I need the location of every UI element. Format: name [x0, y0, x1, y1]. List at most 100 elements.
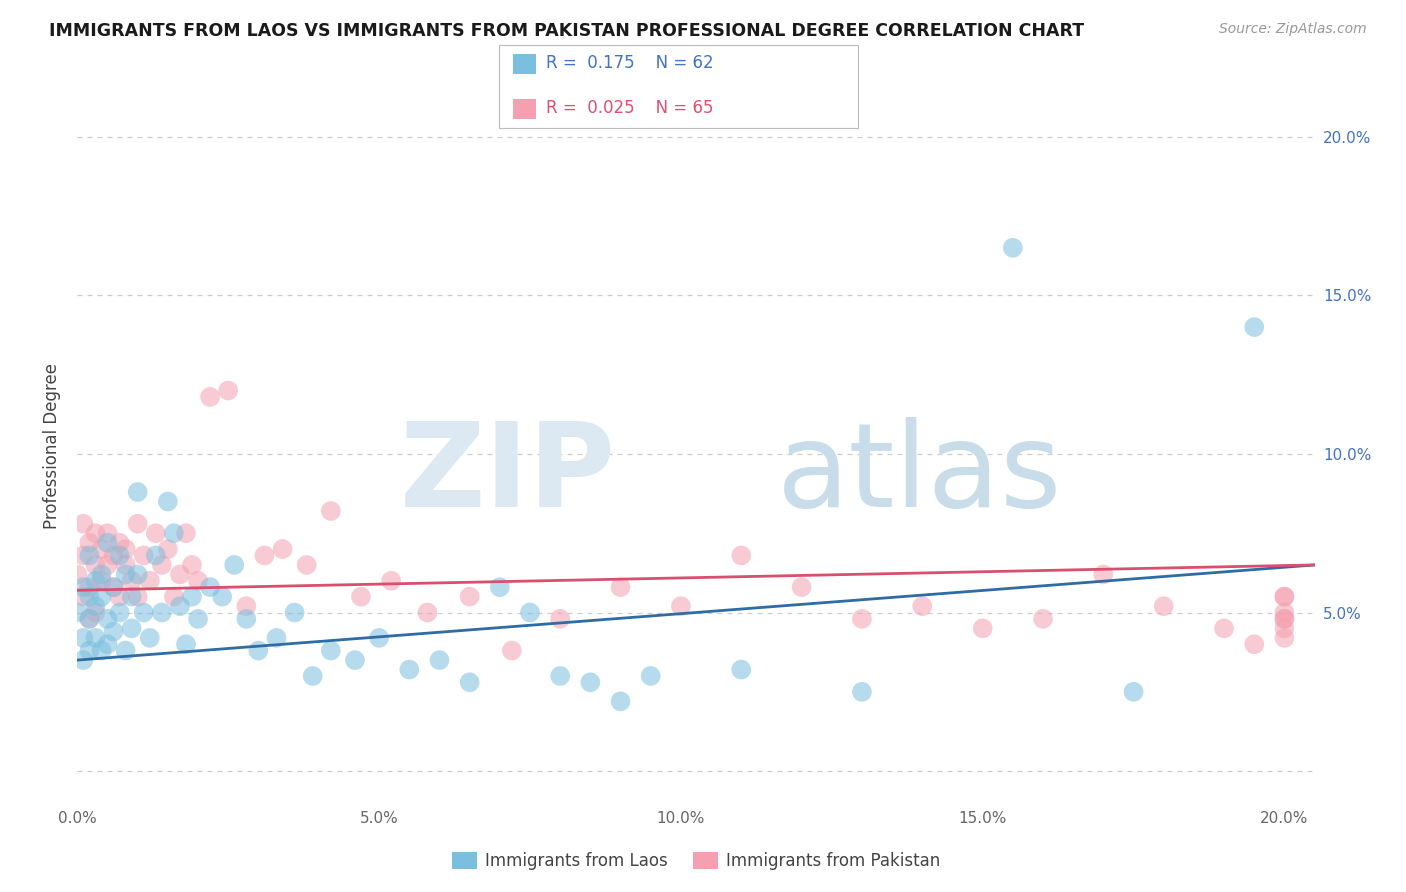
Point — [1274, 606, 1296, 620]
Point — [121, 621, 143, 635]
Point — [730, 663, 752, 677]
Point — [1213, 621, 1236, 635]
Point — [181, 590, 204, 604]
Point — [1243, 637, 1265, 651]
Point — [108, 535, 131, 549]
Point — [90, 643, 112, 657]
Point — [972, 621, 994, 635]
Point — [174, 637, 197, 651]
Point — [132, 606, 155, 620]
Point — [150, 606, 173, 620]
Point — [198, 580, 221, 594]
Point — [121, 590, 143, 604]
Text: IMMIGRANTS FROM LAOS VS IMMIGRANTS FROM PAKISTAN PROFESSIONAL DEGREE CORRELATION: IMMIGRANTS FROM LAOS VS IMMIGRANTS FROM … — [49, 22, 1084, 40]
Point — [548, 669, 571, 683]
Point — [609, 694, 631, 708]
Point — [156, 494, 179, 508]
Point — [84, 599, 107, 614]
Point — [90, 590, 112, 604]
Point — [127, 567, 149, 582]
Point — [579, 675, 602, 690]
Point — [1122, 685, 1144, 699]
Point — [640, 669, 662, 683]
Point — [84, 558, 107, 572]
Point — [609, 580, 631, 594]
Point — [235, 599, 257, 614]
Point — [145, 549, 167, 563]
Text: atlas: atlas — [776, 417, 1062, 532]
Y-axis label: Professional Degree: Professional Degree — [44, 363, 62, 529]
Point — [911, 599, 934, 614]
Point — [139, 631, 162, 645]
Legend: Immigrants from Laos, Immigrants from Pakistan: Immigrants from Laos, Immigrants from Pa… — [444, 845, 948, 877]
Point — [416, 606, 439, 620]
Point — [224, 558, 246, 572]
Point — [79, 612, 101, 626]
Point — [79, 580, 101, 594]
Point — [851, 612, 873, 626]
Point — [301, 669, 323, 683]
Point — [211, 590, 233, 604]
Point — [295, 558, 318, 572]
Point — [1274, 612, 1296, 626]
Point — [79, 590, 101, 604]
Point — [350, 590, 373, 604]
Point — [103, 580, 125, 594]
Point — [174, 526, 197, 541]
Point — [1274, 631, 1296, 645]
Point — [266, 631, 288, 645]
Point — [319, 504, 342, 518]
Point — [127, 485, 149, 500]
Point — [488, 580, 510, 594]
Point — [72, 653, 94, 667]
Point — [132, 549, 155, 563]
Point — [319, 643, 342, 657]
Point — [72, 631, 94, 645]
Point — [235, 612, 257, 626]
Point — [247, 643, 270, 657]
Point — [79, 643, 101, 657]
Point — [90, 567, 112, 582]
Point — [458, 590, 481, 604]
Point — [790, 580, 813, 594]
Point — [84, 606, 107, 620]
Point — [669, 599, 692, 614]
Point — [284, 606, 307, 620]
Point — [380, 574, 402, 588]
Point — [429, 653, 451, 667]
Point — [96, 612, 118, 626]
Point — [187, 574, 209, 588]
Point — [1001, 241, 1024, 255]
Point — [108, 606, 131, 620]
Point — [1243, 320, 1265, 334]
Point — [84, 574, 107, 588]
Point — [169, 567, 191, 582]
Text: R =  0.025    N = 65: R = 0.025 N = 65 — [546, 99, 713, 117]
Point — [271, 542, 294, 557]
Point — [103, 549, 125, 563]
Point — [253, 549, 276, 563]
Point — [96, 637, 118, 651]
Point — [79, 612, 101, 626]
Point — [114, 567, 136, 582]
Point — [1153, 599, 1175, 614]
Point — [127, 516, 149, 531]
Point — [66, 606, 89, 620]
Point — [145, 526, 167, 541]
Point — [96, 558, 118, 572]
Point — [501, 643, 523, 657]
Point — [121, 574, 143, 588]
Point — [150, 558, 173, 572]
Point — [163, 526, 186, 541]
Point — [181, 558, 204, 572]
Point — [156, 542, 179, 557]
Point — [66, 567, 89, 582]
Point — [84, 631, 107, 645]
Point — [114, 643, 136, 657]
Point — [343, 653, 366, 667]
Point — [217, 384, 239, 398]
Point — [96, 535, 118, 549]
Point — [187, 612, 209, 626]
Point — [730, 549, 752, 563]
Point — [163, 590, 186, 604]
